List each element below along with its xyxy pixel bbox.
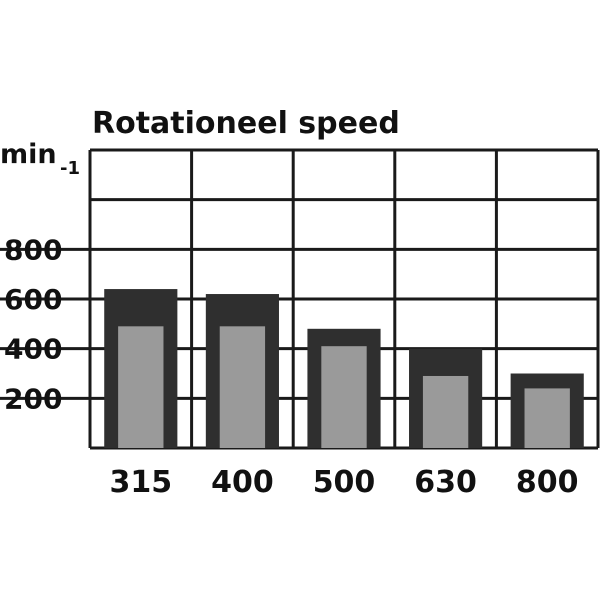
bar-inner-800 [524,388,570,448]
x-axis-ticks: 315 400 500 630 800 [109,465,578,500]
y-axis-unit-label: min [0,139,57,170]
y-tick-label: 400 [4,333,62,366]
bar-inner-500 [321,346,367,448]
bar-inner-315 [118,326,164,448]
y-tick-label: 200 [4,382,62,415]
bar-inner-400 [219,326,266,448]
x-tick-label: 630 [414,465,477,500]
y-tick-label: 800 [4,233,62,266]
x-tick-label: 800 [516,465,579,500]
bar-inner-630 [422,375,469,448]
x-tick-label: 500 [313,465,376,500]
y-tick-label: 600 [4,283,62,316]
x-tick-label: 400 [211,465,274,500]
x-tick-label: 315 [109,465,172,500]
chart-bars [104,289,584,448]
y-axis-ticks: 200 400 600 800 [4,233,62,415]
y-axis-unit-exponent: -1 [60,158,80,179]
chart-title: Rotationeel speed [92,106,400,141]
chart-grid [0,148,600,450]
